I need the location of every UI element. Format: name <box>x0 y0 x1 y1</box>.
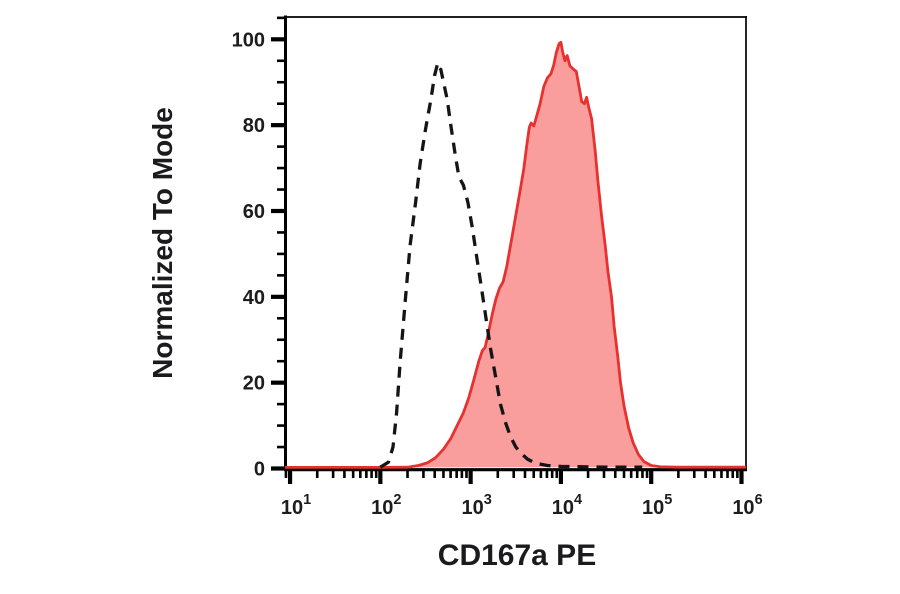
x-tick-label: 101 <box>281 492 311 519</box>
y-tick-label: 100 <box>232 29 265 51</box>
x-tick-label: 106 <box>732 492 762 519</box>
x-tick-label: 103 <box>461 492 491 519</box>
y-tick-label: 60 <box>243 201 265 223</box>
stained-sample-cd167a-pe-curve <box>285 40 746 469</box>
x-axis-title: CD167a PE <box>437 539 597 572</box>
y-tick-label: 40 <box>243 287 265 309</box>
plot-spines <box>284 15 747 472</box>
x-tick-label: 105 <box>642 492 672 519</box>
x-tick-label: 104 <box>552 492 582 519</box>
axis-ticks-and-labels: 0 20 40 60 80 100 101 102 103 104 105 106 <box>232 16 763 519</box>
y-tick-label: 80 <box>243 115 265 137</box>
unstained-control-curve <box>379 63 643 469</box>
x-tick-label: 102 <box>371 492 401 519</box>
y-tick-label: 20 <box>243 373 265 395</box>
y-axis-title: Normalized To Mode <box>147 107 178 379</box>
y-tick-label: 0 <box>254 459 265 481</box>
histogram-curves <box>285 40 746 469</box>
